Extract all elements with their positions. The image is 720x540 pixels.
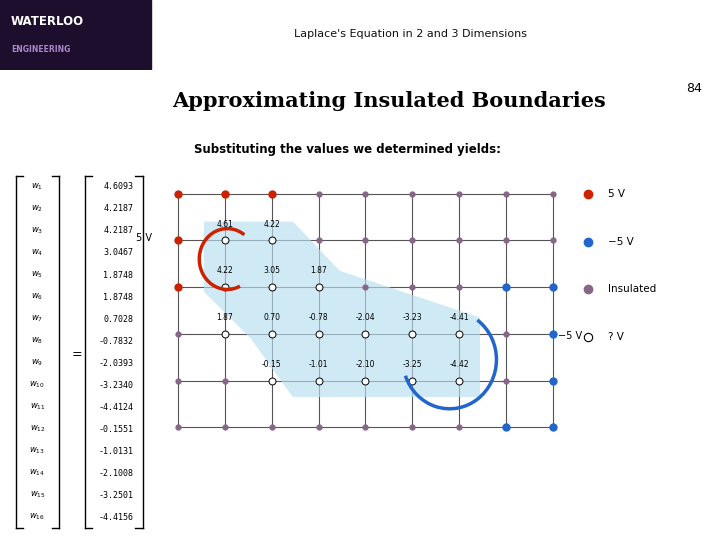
Text: -2.0393: -2.0393: [98, 359, 133, 368]
Text: 1.8748: 1.8748: [103, 271, 133, 280]
Text: -0.78: -0.78: [309, 313, 328, 322]
Text: −5 V: −5 V: [608, 237, 634, 247]
Text: -2.04: -2.04: [356, 313, 375, 322]
Text: $=$: $=$: [69, 346, 84, 359]
Text: $w_{{12}}$: $w_{{12}}$: [30, 424, 45, 434]
Text: $w_{{16}}$: $w_{{16}}$: [30, 512, 45, 523]
Text: -0.15: -0.15: [262, 360, 282, 369]
Text: $w_{6}$: $w_{6}$: [32, 292, 43, 302]
Text: $w_{{11}}$: $w_{{11}}$: [30, 402, 45, 413]
Text: -4.4156: -4.4156: [98, 513, 133, 522]
Text: -1.0131: -1.0131: [98, 447, 133, 456]
Text: Insulated: Insulated: [608, 285, 656, 294]
Text: 3.05: 3.05: [264, 266, 280, 275]
Text: $w_{9}$: $w_{9}$: [32, 358, 43, 368]
Text: -3.23: -3.23: [402, 313, 422, 322]
Text: $w_{{10}}$: $w_{{10}}$: [30, 380, 45, 390]
Text: $w_{2}$: $w_{2}$: [32, 204, 43, 214]
Text: $w_{{13}}$: $w_{{13}}$: [30, 446, 45, 456]
Text: -4.42: -4.42: [449, 360, 469, 369]
Text: -2.10: -2.10: [356, 360, 375, 369]
Text: Approximating Insulated Boundaries: Approximating Insulated Boundaries: [172, 91, 606, 111]
Bar: [0, 0, 151, 70]
Text: 0.7028: 0.7028: [103, 314, 133, 323]
Text: 4.22: 4.22: [264, 220, 280, 228]
Text: -3.25: -3.25: [402, 360, 422, 369]
Text: -0.1551: -0.1551: [98, 424, 133, 434]
Text: 0.70: 0.70: [264, 313, 280, 322]
Text: $w_{{15}}$: $w_{{15}}$: [30, 490, 45, 501]
Text: -2.1008: -2.1008: [98, 469, 133, 478]
Text: 5 V: 5 V: [608, 190, 625, 199]
Text: WATERLOO: WATERLOO: [11, 15, 84, 28]
Text: $w_{1}$: $w_{1}$: [32, 181, 43, 192]
Text: ENGINEERING: ENGINEERING: [11, 45, 70, 53]
Text: -0.7832: -0.7832: [98, 336, 133, 346]
Text: Laplace's Equation in 2 and 3 Dimensions: Laplace's Equation in 2 and 3 Dimensions: [294, 29, 527, 39]
Text: $w_{5}$: $w_{5}$: [32, 270, 43, 280]
Text: 4.2187: 4.2187: [103, 226, 133, 235]
Text: -3.2501: -3.2501: [98, 491, 133, 500]
Text: -4.41: -4.41: [449, 313, 469, 322]
Text: 1.87: 1.87: [310, 266, 327, 275]
Text: -4.4124: -4.4124: [98, 403, 133, 411]
Text: 1.87: 1.87: [217, 313, 233, 322]
Text: 5 V: 5 V: [137, 233, 153, 243]
Text: 1.8748: 1.8748: [103, 293, 133, 301]
Text: 4.6093: 4.6093: [103, 183, 133, 191]
Text: 4.2187: 4.2187: [103, 205, 133, 213]
Text: $w_{8}$: $w_{8}$: [32, 336, 43, 346]
Text: 84: 84: [686, 82, 702, 95]
Text: $w_{4}$: $w_{4}$: [31, 248, 44, 258]
Text: -3.2340: -3.2340: [98, 381, 133, 390]
Text: $w_{3}$: $w_{3}$: [32, 226, 43, 236]
Text: $w_{{14}}$: $w_{{14}}$: [30, 468, 45, 478]
Polygon shape: [204, 221, 480, 397]
Text: -1.01: -1.01: [309, 360, 328, 369]
Text: ? V: ? V: [608, 332, 624, 342]
Text: 4.22: 4.22: [217, 266, 233, 275]
Text: Substituting the values we determined yields:: Substituting the values we determined yi…: [194, 143, 501, 156]
Text: −5 V: −5 V: [558, 331, 582, 341]
Text: $w_{7}$: $w_{7}$: [32, 314, 43, 325]
Text: 3.0467: 3.0467: [103, 248, 133, 258]
Text: 4.61: 4.61: [217, 220, 233, 228]
